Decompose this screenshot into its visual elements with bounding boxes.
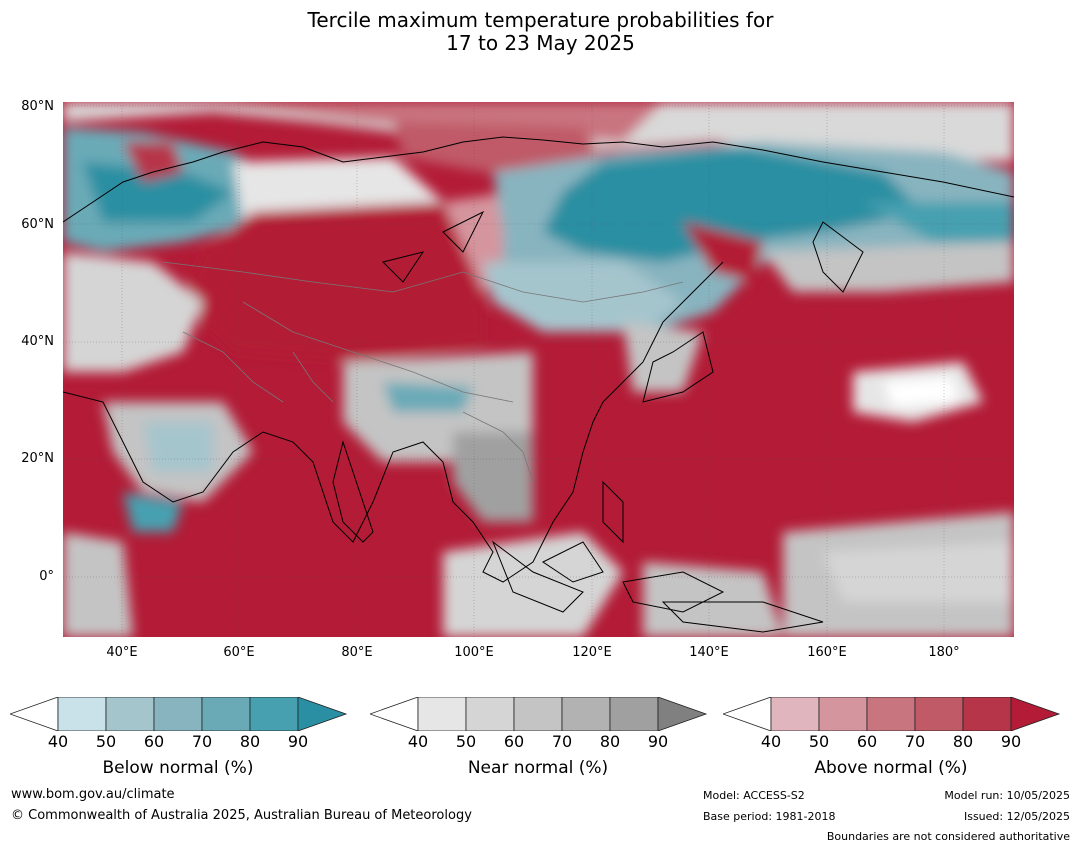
cbar-near-tick: 90 <box>647 732 669 751</box>
cbar-below-tick: 60 <box>143 732 165 751</box>
cbar-near-tick: 50 <box>455 732 477 751</box>
lon-label-80e: 80°E <box>341 645 373 660</box>
footer-disclaimer: Boundaries are not considered authoritat… <box>826 830 1070 843</box>
lon-label-40e: 40°E <box>106 645 138 660</box>
title-line-2: 17 to 23 May 2025 <box>446 31 635 55</box>
cbar-below-tick: 40 <box>47 732 69 751</box>
footer-issued: Issued: 12/05/2025 <box>963 810 1070 823</box>
cbar-below-tick: 80 <box>239 732 261 751</box>
map-svg <box>63 102 1014 637</box>
cbar-near-tick: 70 <box>551 732 573 751</box>
colorbar-below <box>10 697 348 731</box>
footer-base-period: Base period: 1981-2018 <box>703 810 836 823</box>
cbar-below-label: Below normal (%) <box>102 758 254 778</box>
cbar-above-label: Above normal (%) <box>814 758 968 778</box>
country-borders <box>162 261 684 483</box>
cbar-above-tick: 60 <box>856 732 878 751</box>
cbar-above-tick: 70 <box>904 732 926 751</box>
title-line-1: Tercile maximum temperature probabilitie… <box>307 8 774 32</box>
footer-model: Model: ACCESS-S2 <box>703 789 805 802</box>
graticule <box>63 102 1014 637</box>
footer-url: www.bom.gov.au/climate <box>11 787 175 802</box>
cbar-near-tick: 40 <box>407 732 429 751</box>
cbar-below-tick: 50 <box>95 732 117 751</box>
colorbar-near <box>370 697 708 731</box>
cbar-near-label: Near normal (%) <box>467 758 609 778</box>
probability-shading <box>63 102 1014 637</box>
cbar-above-tick: 90 <box>1000 732 1022 751</box>
lat-label-60n: 60°N <box>21 217 54 232</box>
lon-label-140e: 140°E <box>689 645 729 660</box>
lat-label-80n: 80°N <box>21 99 54 114</box>
lon-label-160e: 160°E <box>807 645 847 660</box>
cbar-near-tick: 80 <box>599 732 621 751</box>
lat-label-20n: 20°N <box>21 451 54 466</box>
lat-label-40n: 40°N <box>21 334 54 349</box>
cbar-below-tick: 90 <box>287 732 309 751</box>
coastlines <box>63 136 1014 633</box>
cbar-above-tick: 40 <box>760 732 782 751</box>
chart-title: Tercile maximum temperature probabilitie… <box>0 9 1081 55</box>
lon-label-60e: 60°E <box>223 645 255 660</box>
lon-label-100e: 100°E <box>454 645 494 660</box>
cbar-below-tick: 70 <box>191 732 213 751</box>
cbar-above-tick: 80 <box>952 732 974 751</box>
forecast-map[interactable] <box>63 102 1014 637</box>
cbar-above-tick: 50 <box>808 732 830 751</box>
lon-label-120e: 120°E <box>572 645 612 660</box>
colorbar-above <box>723 697 1061 731</box>
lon-label-180: 180° <box>928 645 960 660</box>
cbar-near-tick: 60 <box>503 732 525 751</box>
footer-copyright: © Commonwealth of Australia 2025, Austra… <box>11 808 472 823</box>
footer-model-run: Model run: 10/05/2025 <box>944 789 1070 802</box>
lat-label-0: 0° <box>39 569 54 584</box>
